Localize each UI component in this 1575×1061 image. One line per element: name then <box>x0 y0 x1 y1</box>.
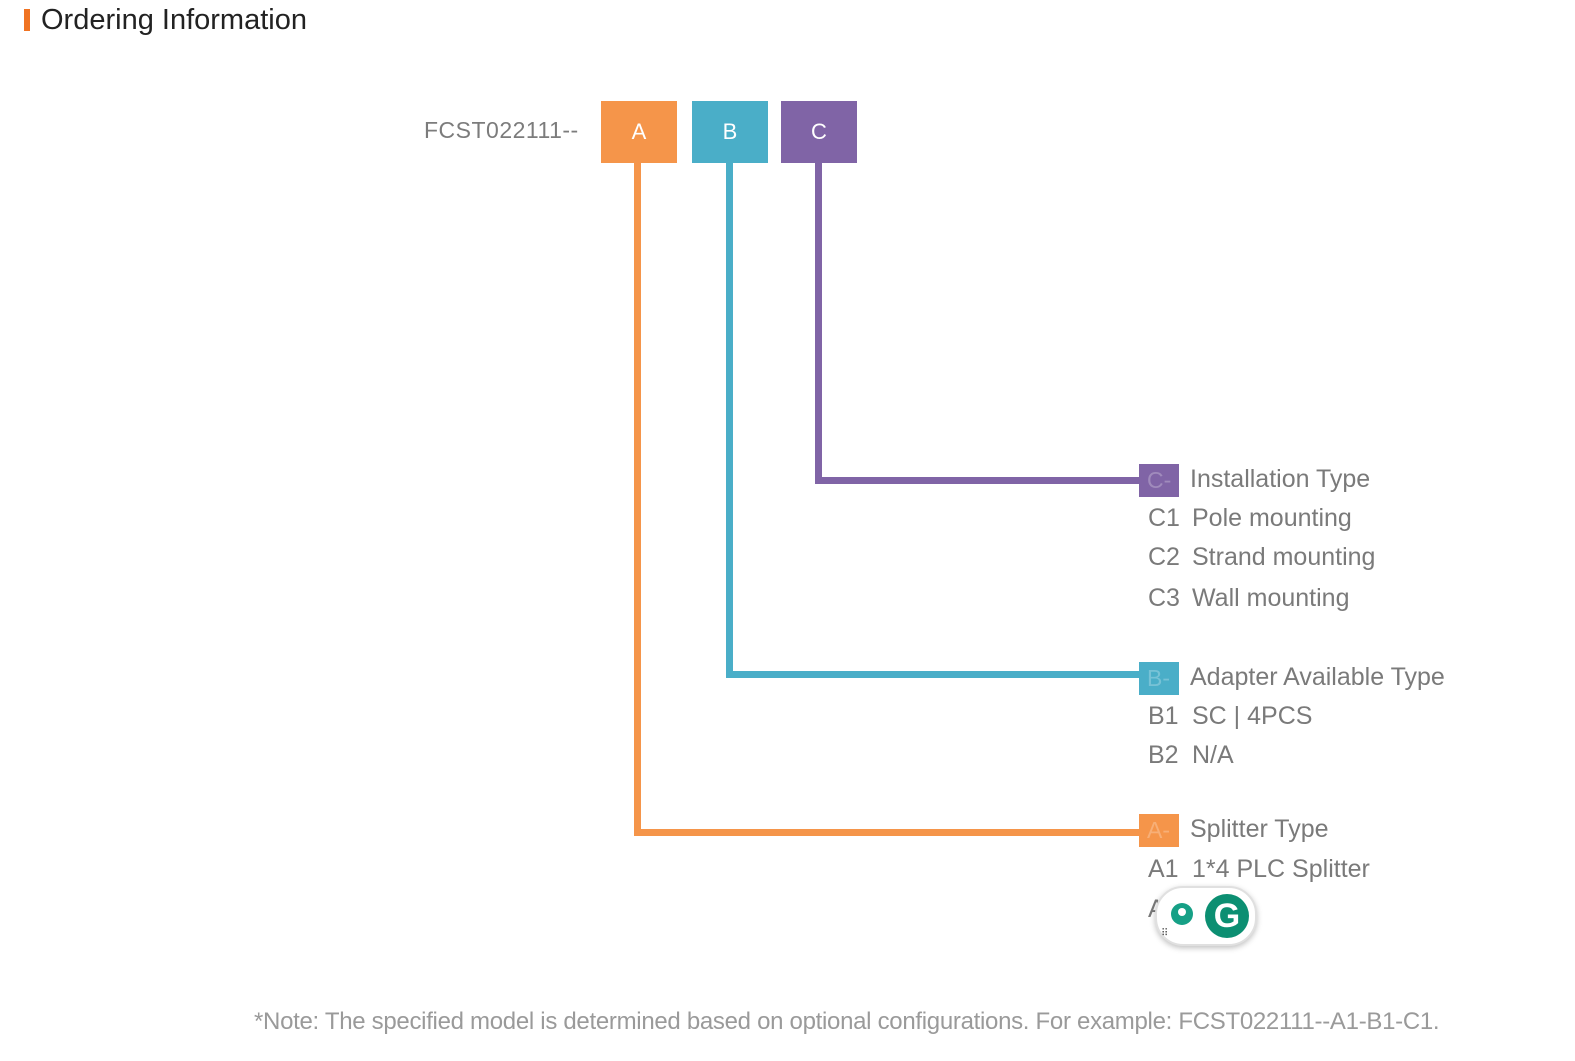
option-code: C3 <box>1148 584 1180 612</box>
grammarly-widget[interactable]: G ⠿ <box>1155 886 1257 946</box>
option-code: A1 <box>1148 855 1179 883</box>
grammarly-icon[interactable]: G <box>1205 894 1249 938</box>
option-label: Wall mounting <box>1192 584 1350 612</box>
option-label: N/A <box>1192 741 1234 769</box>
code-box-c: C <box>781 101 857 163</box>
heading-adapter-type: Adapter Available Type <box>1190 663 1445 691</box>
option-code: B2 <box>1148 741 1179 769</box>
connector-c-horizontal <box>815 477 1141 484</box>
connector-c-vertical <box>815 163 822 484</box>
tag-b: B- <box>1139 662 1179 695</box>
option-c1: C1 Pole mounting <box>1148 504 1352 533</box>
connector-a-horizontal <box>634 829 1141 836</box>
connector-b-horizontal <box>726 671 1141 678</box>
page-title: Ordering Information <box>41 4 307 36</box>
heading-installation-type: Installation Type <box>1190 465 1371 493</box>
footnote: *Note: The specified model is determined… <box>254 1008 1440 1035</box>
model-prefix: FCST022111-- <box>424 117 579 143</box>
connector-a-vertical <box>634 163 641 836</box>
title-accent-bar <box>24 9 30 31</box>
heading-splitter-type: Splitter Type <box>1190 815 1329 843</box>
code-box-b: B <box>692 101 768 163</box>
option-c2: C2 Strand mounting <box>1148 543 1375 572</box>
option-label: SC | 4PCS <box>1192 702 1313 730</box>
option-label: Strand mounting <box>1192 543 1376 571</box>
option-b2: B2 N/A <box>1148 741 1234 770</box>
option-code: C1 <box>1148 504 1180 532</box>
option-b1: B1 SC | 4PCS <box>1148 702 1312 731</box>
option-a1: A1 1*4 PLC Splitter <box>1148 855 1370 884</box>
option-code: B1 <box>1148 702 1179 730</box>
option-label: Pole mounting <box>1192 504 1352 532</box>
option-code: C2 <box>1148 543 1180 571</box>
code-box-a: A <box>601 101 677 163</box>
tag-c: C- <box>1139 464 1179 497</box>
connector-b-vertical <box>726 163 733 678</box>
tag-a: A- <box>1139 814 1179 847</box>
lightbulb-icon[interactable] <box>1171 903 1193 925</box>
option-c3: C3 Wall mounting <box>1148 584 1349 613</box>
drag-handle-icon[interactable]: ⠿ <box>1161 928 1169 939</box>
option-label: 1*4 PLC Splitter <box>1192 855 1370 883</box>
